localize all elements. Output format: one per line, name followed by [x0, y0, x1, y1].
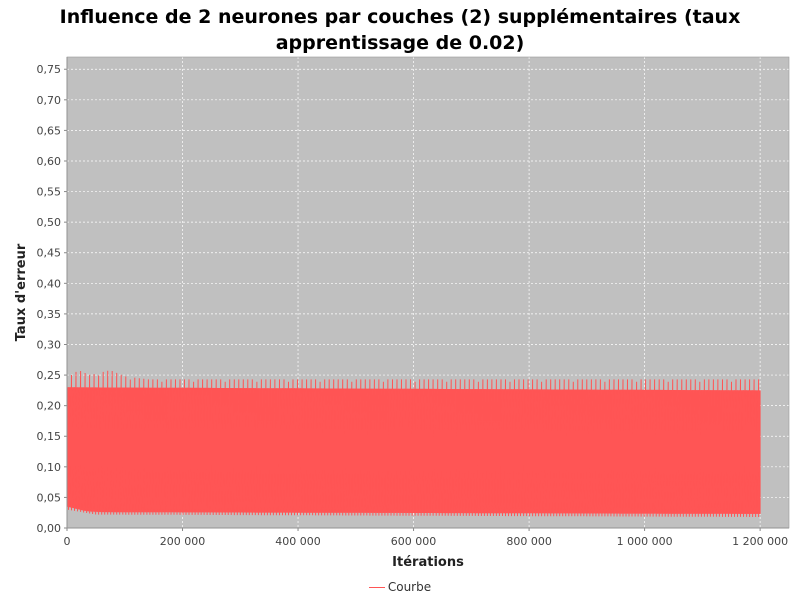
x-tick-label: 1 000 000 — [617, 535, 673, 548]
y-tick-label: 0,30 — [37, 338, 62, 351]
series-line — [66, 370, 761, 518]
y-tick-label: 0,60 — [37, 155, 62, 168]
x-tick-label: 200 000 — [160, 535, 206, 548]
legend-swatch — [368, 587, 385, 588]
y-tick-label: 0,00 — [37, 522, 62, 535]
y-axis-title: Taux d'erreur — [14, 243, 29, 341]
y-tick-label: 0,15 — [37, 430, 62, 443]
chart-title-line-1: Influence de 2 neurones par couches (2) … — [59, 6, 741, 28]
plot-border — [66, 56, 790, 529]
y-tick-label: 0,55 — [37, 186, 62, 199]
y-tick-label: 0,65 — [37, 124, 62, 137]
chart-title: Influence de 2 neurones par couches (2) … — [0, 4, 800, 56]
y-tick-label: 0,70 — [37, 94, 62, 107]
y-tick-label: 0,40 — [37, 277, 62, 290]
y-tick-label: 0,05 — [37, 491, 62, 504]
legend-label: Courbe — [387, 580, 432, 594]
y-tick-label: 0,25 — [37, 369, 62, 382]
x-tick-label: 1 200 000 — [732, 535, 788, 548]
y-tick-label: 0,20 — [37, 400, 62, 413]
y-tick-label: 0,75 — [37, 63, 62, 76]
y-tick-label: 0,45 — [37, 247, 62, 260]
y-tick-label: 0,50 — [37, 216, 62, 229]
x-tick-label: 800 000 — [506, 535, 552, 548]
legend: Courbe — [0, 580, 800, 594]
y-tick-label: 0,35 — [37, 308, 62, 321]
x-tick-label: 400 000 — [275, 535, 321, 548]
y-tick-label: 0,10 — [37, 461, 62, 474]
x-axis-title: Itérations — [392, 555, 464, 570]
chart-title-line-2: apprentissage de 0.02) — [275, 32, 525, 54]
x-tick-label: 600 000 — [391, 535, 437, 548]
series-courbe — [66, 370, 761, 518]
x-tick-label: 0 — [64, 535, 71, 548]
